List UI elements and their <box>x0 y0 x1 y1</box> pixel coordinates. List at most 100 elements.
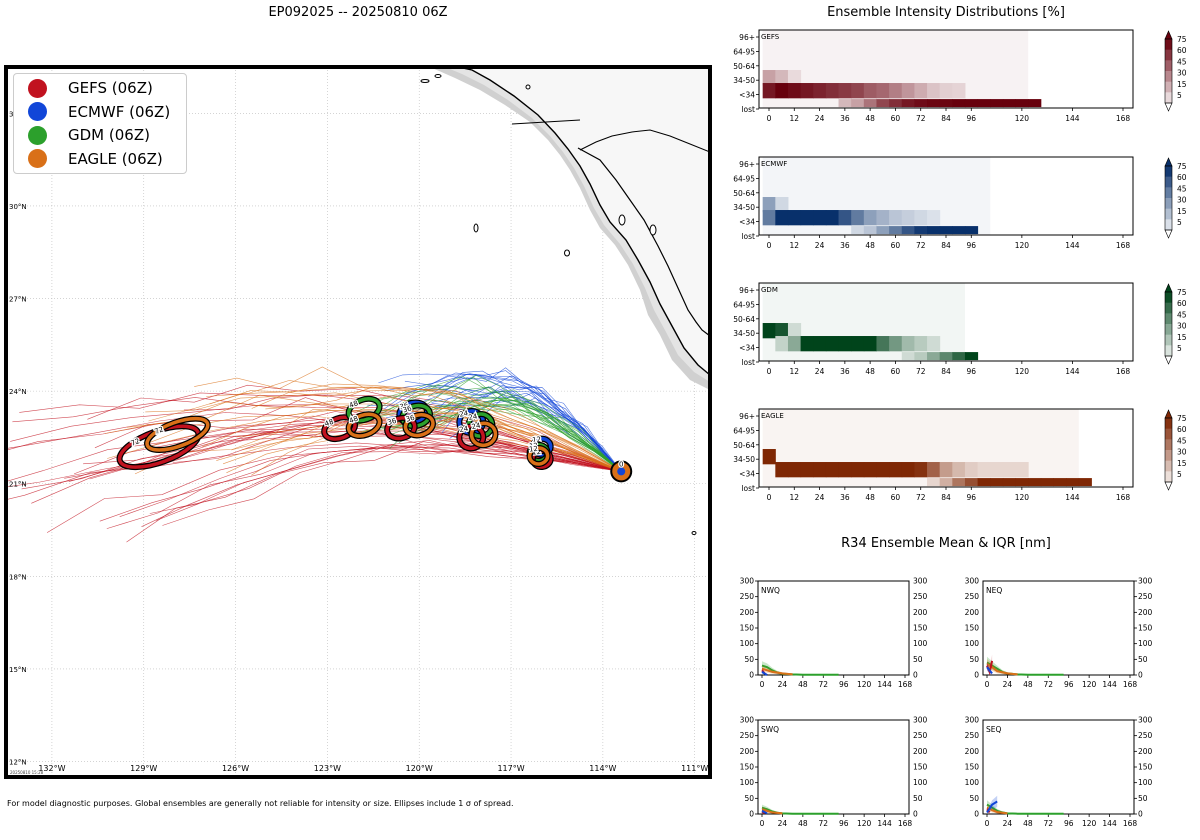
x-tick-label: 144 <box>1065 241 1080 250</box>
colorbar-segment <box>1165 39 1172 51</box>
intensity-cell <box>838 83 852 99</box>
colorbar-segment <box>1165 302 1172 314</box>
intensity-cell <box>927 462 941 478</box>
intensity-cell <box>825 210 840 226</box>
intensity-cell <box>787 210 802 226</box>
intensity-cell <box>1078 478 1092 487</box>
x-tick-label: 120 <box>857 819 872 828</box>
intensity-cell <box>838 99 852 108</box>
lat-label: 27°N <box>9 296 27 304</box>
lon-label: 123°W <box>314 764 341 773</box>
x-tick-label: 24 <box>815 114 825 123</box>
intensity-distributions: GEFS 96+ 64-95 50-64 34-50 <34 lost 0 12 24 36 48 60… <box>733 29 1187 502</box>
y-tick-label-right: 0 <box>913 671 918 680</box>
intensity-cell <box>775 462 789 478</box>
ellipse-ring <box>346 397 382 423</box>
colorbar: 75 60 45 30 15 5 <box>1164 30 1187 112</box>
intensity-cell <box>825 336 840 352</box>
y-tick-label: 100 <box>740 778 755 787</box>
y-tick-label: 200 <box>1138 747 1153 756</box>
x-tick-label: 48 <box>798 680 808 689</box>
x-tick-label: 48 <box>865 114 875 123</box>
r34-quadrant-label: NEQ <box>986 586 1002 595</box>
ellipse-ring <box>403 413 435 438</box>
x-tick-label: 60 <box>891 241 901 250</box>
ellipse-hour-label: 12 <box>529 445 539 454</box>
intensity-cell <box>876 226 890 235</box>
track-eagle <box>206 380 622 472</box>
intensity-cell <box>939 99 953 108</box>
intensity-cell <box>927 226 941 235</box>
colorbar-tick-label: 15 <box>1177 459 1187 468</box>
y-tick-label-right: 300 <box>913 577 928 586</box>
intensity-cell <box>889 99 903 108</box>
intensity-cell <box>1066 478 1080 487</box>
intensity-model-label: GEFS <box>761 33 780 41</box>
x-tick-label: 60 <box>891 114 901 123</box>
y-tick-label: <34 <box>739 218 755 227</box>
intensity-cell <box>901 99 915 108</box>
intensity-cell <box>851 210 865 226</box>
colorbar-tick-label: 15 <box>1177 207 1187 216</box>
y-tick-label-left: 300 <box>965 716 980 725</box>
intensity-cell <box>952 83 966 99</box>
intensity-cell <box>901 83 915 99</box>
r34-frame <box>757 719 910 815</box>
lon-label: 126°W <box>222 764 249 773</box>
x-tick-label: 120 <box>1015 367 1030 376</box>
intensity-cell <box>863 226 877 235</box>
y-tick-label: lost <box>741 358 755 367</box>
intensity-cell <box>762 323 776 339</box>
colorbar-tick-label: 60 <box>1177 46 1187 55</box>
lon-label: 117°W <box>497 764 524 773</box>
intensity-model-label: GDM <box>761 286 778 294</box>
colorbar-frame <box>1164 417 1173 483</box>
intensity-cell <box>762 197 776 213</box>
y-tick-label-left: 300 <box>965 577 980 586</box>
y-tick-label-left: 50 <box>969 794 979 803</box>
r34-title: R34 Ensemble Mean & IQR [nm] <box>841 536 1051 551</box>
map-title: EP092025 -- 20250810 06Z <box>268 5 448 20</box>
y-tick-label-right: 100 <box>913 778 928 787</box>
y-tick-label: 96+ <box>739 160 755 169</box>
y-tick-label: 34-50 <box>733 329 755 338</box>
r34-mean-eagle <box>761 808 783 815</box>
y-tick-label: <34 <box>739 344 755 353</box>
lon-label: 132°W <box>38 764 65 773</box>
intensity-cell <box>876 210 890 226</box>
r34-frame <box>757 580 910 676</box>
intensity-cell <box>813 210 827 226</box>
intensity-cell <box>889 462 903 478</box>
colorbar-tick-label: 15 <box>1177 333 1187 342</box>
y-tick-label: 50-64 <box>733 189 755 198</box>
y-tick-label-right: 150 <box>913 624 928 633</box>
y-tick-label: 64-95 <box>733 426 755 435</box>
x-tick-label: 24 <box>815 241 825 250</box>
legend-marker <box>28 125 47 145</box>
intensity-cell <box>964 462 979 478</box>
ellipse-hour-label: 24 <box>468 412 479 422</box>
intensity-cell <box>813 336 827 352</box>
y-tick-label: 250 <box>1138 731 1153 740</box>
y-tick-label: 96+ <box>739 286 755 295</box>
y-tick-label-right: 150 <box>913 763 928 772</box>
x-tick-label: 168 <box>1116 493 1131 502</box>
colorbar-segment <box>1165 471 1172 483</box>
intensity-cell <box>762 83 776 99</box>
y-tick-label: 50 <box>1138 655 1148 664</box>
x-tick-label: 120 <box>1082 680 1097 689</box>
x-tick-label: 0 <box>985 680 990 689</box>
y-tick-label-right: 50 <box>913 794 923 803</box>
track-gefs <box>87 384 622 472</box>
colorbar-extend-top <box>1164 157 1173 167</box>
intensity-cell <box>952 226 966 235</box>
y-tick-label-left: 200 <box>965 747 980 756</box>
colorbar-extend-bottom <box>1164 481 1173 491</box>
y-tick-label: 250 <box>740 731 755 740</box>
x-tick-label: 12 <box>790 367 800 376</box>
y-tick-label: 34-50 <box>733 76 755 85</box>
x-tick-label: 36 <box>840 114 850 123</box>
colorbar-tick-label: 45 <box>1177 57 1187 66</box>
intensity-cell <box>800 83 814 99</box>
intensity-panel-ecmwf: ECMWF 96+ 64-95 50-64 34-50 <34 lost 0 12 24 36 48 6… <box>733 156 1187 250</box>
